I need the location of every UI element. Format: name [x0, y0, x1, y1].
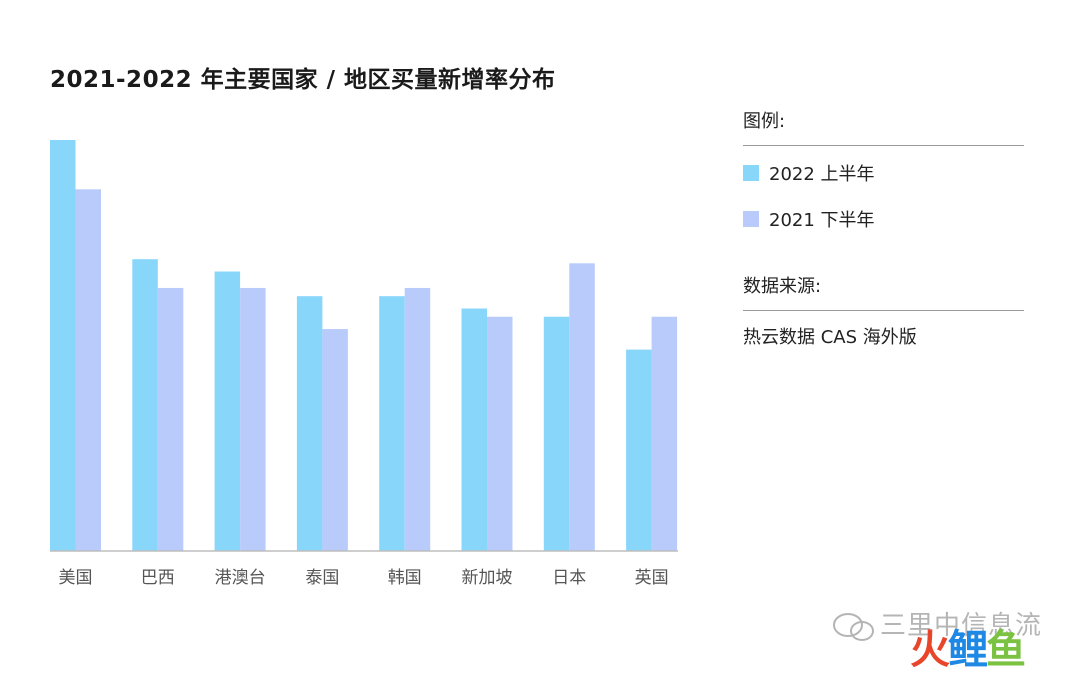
- category-labels-group: 美国 巴西 港澳台 泰国 韩国 新加坡 日本 英国: [59, 568, 669, 588]
- brand-logo: 火鲤鱼: [910, 627, 1026, 673]
- category-label-7: 英国: [635, 568, 669, 588]
- category-label-4: 韩国: [388, 568, 422, 588]
- bar-h2-2021-1: [157, 287, 184, 551]
- category-label-2: 港澳台: [215, 568, 266, 588]
- bars-group: [50, 140, 678, 551]
- bar-h1-2022-5: [461, 308, 487, 551]
- category-label-0: 美国: [59, 568, 93, 588]
- bar-h2-2021-7: [651, 316, 678, 551]
- category-label-5: 新加坡: [462, 568, 513, 588]
- legend-divider: [743, 145, 1024, 146]
- bar-h1-2022-4: [379, 296, 405, 551]
- legend-swatch-2021-h2: [743, 211, 759, 227]
- bar-h1-2022-0: [50, 140, 76, 551]
- watermark-text: 三里中信息流: [880, 611, 1043, 641]
- bar-h1-2022-6: [543, 316, 570, 551]
- bar-h2-2021-3: [322, 329, 348, 551]
- brand-logo-char-2: 鲤: [948, 627, 988, 673]
- brand-logo-char-1: 火: [910, 627, 950, 673]
- category-label-6: 日本: [552, 568, 586, 588]
- legend-item-2022-h1: 2022 上半年: [743, 160, 1024, 186]
- wechat-icon: [833, 613, 874, 641]
- bar-h1-2022-3: [296, 296, 323, 551]
- bar-chart: 美国 巴西 港澳台 泰国 韩国 新加坡 日本 英国: [50, 140, 678, 588]
- bar-h1-2022-1: [132, 259, 158, 551]
- source-heading: 数据来源:: [743, 276, 822, 297]
- brand-logo-char-3: 鱼: [986, 627, 1026, 673]
- legend-heading: 图例:: [743, 111, 786, 132]
- category-label-3: 泰国: [305, 568, 339, 588]
- legend-swatch-2022-h1: [743, 165, 759, 181]
- legend-label-2021-h2: 2021 下半年: [769, 210, 875, 231]
- bar-h1-2022-2: [214, 271, 241, 551]
- legend-label-2022-h1: 2022 上半年: [769, 164, 875, 185]
- legend: 图例: 2022 上半年 2021 下半年: [743, 107, 1024, 232]
- category-label-1: 巴西: [141, 568, 175, 588]
- chart-title: 2021-2022 年主要国家 / 地区买量新增率分布: [50, 67, 556, 93]
- data-source: 数据来源: 热云数据 CAS 海外版: [743, 272, 1024, 349]
- legend-item-2021-h2: 2021 下半年: [743, 206, 1024, 232]
- bar-h2-2021-5: [487, 316, 513, 551]
- source-divider: [743, 310, 1024, 311]
- bar-h1-2022-7: [626, 349, 652, 551]
- bar-h2-2021-6: [569, 263, 595, 551]
- bar-h2-2021-4: [404, 287, 431, 551]
- source-text: 热云数据 CAS 海外版: [743, 327, 917, 348]
- bar-h2-2021-2: [240, 287, 266, 551]
- bar-h2-2021-0: [75, 189, 101, 551]
